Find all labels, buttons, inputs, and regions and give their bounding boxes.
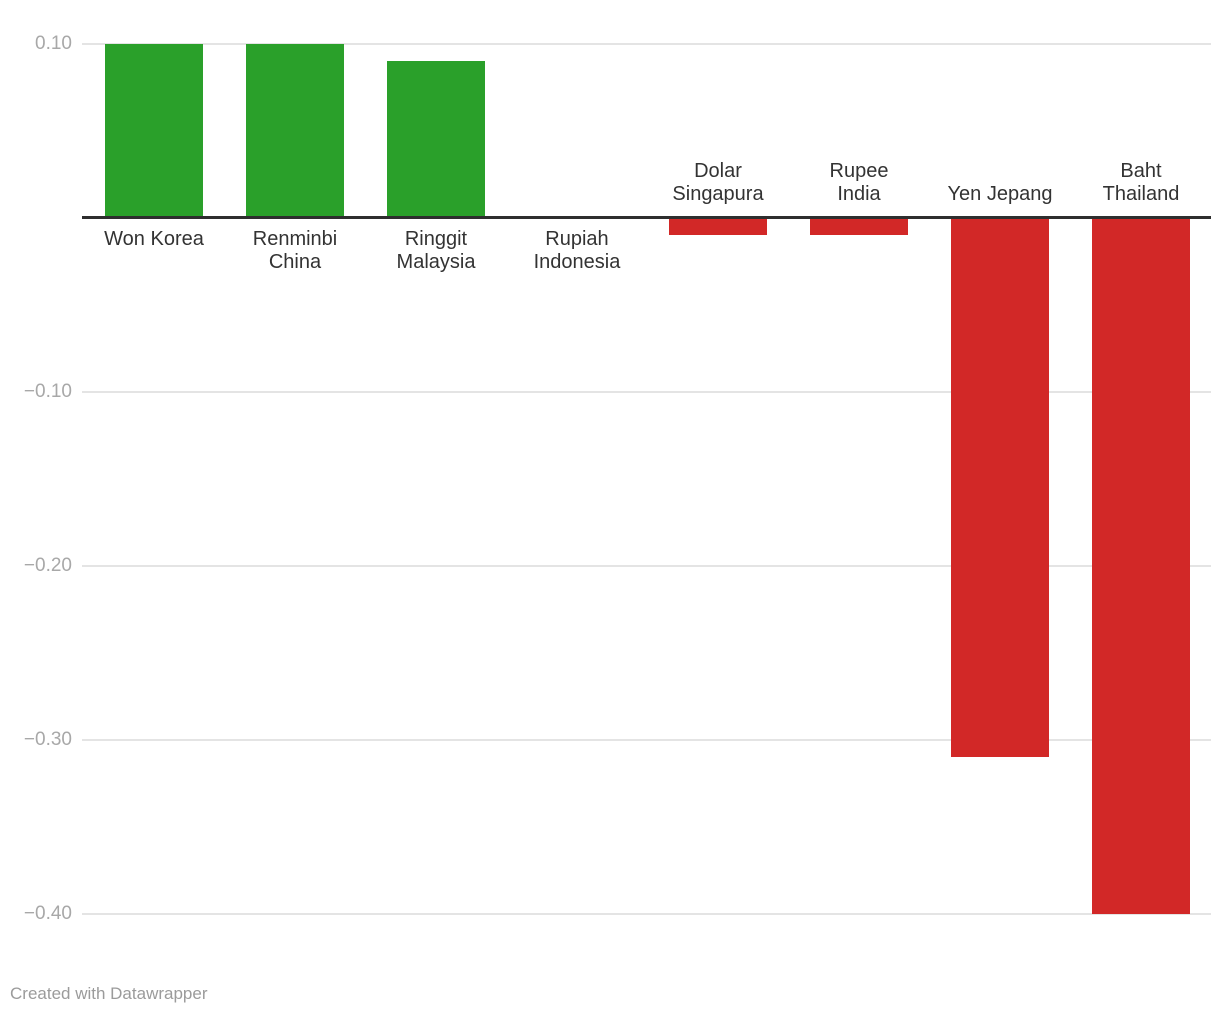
category-label-line: Ringgit — [404, 228, 468, 250]
bar-won-korea[interactable] — [105, 43, 203, 216]
bar-renminbi-china[interactable] — [246, 43, 344, 216]
category-label-baht-thailand: Baht Thailand — [1066, 160, 1216, 206]
category-label-line: Thailand — [1102, 183, 1180, 205]
category-label-renminbi-china: Renminbi China — [220, 228, 370, 274]
category-label-won-korea: Won Korea — [79, 228, 229, 251]
category-label-line: Yen Jepang — [947, 183, 1053, 205]
category-label-dolar-singapura: Dolar Singapura — [643, 160, 793, 206]
category-label-line: Dolar — [694, 160, 742, 182]
gridline--0-20 — [82, 564, 1211, 567]
category-label-line: Indonesia — [533, 251, 621, 273]
bar-rupee-india[interactable] — [810, 219, 908, 235]
category-label-line: Renminbi — [252, 228, 338, 250]
category-label-line: Rupee — [829, 160, 889, 182]
bar-dolar-singapura[interactable] — [669, 219, 767, 235]
y-tick-label--0-40: −0.40 — [23, 902, 72, 924]
gridline--0-10 — [82, 390, 1211, 393]
category-label-line: Malaysia — [396, 251, 476, 273]
y-tick-label--0-10: −0.10 — [23, 380, 72, 402]
y-tick-label-0-10: 0.10 — [35, 32, 72, 54]
gridline--0-30 — [82, 738, 1211, 741]
category-label-yen-jepang: Yen Jepang — [925, 183, 1075, 206]
zero-baseline — [82, 216, 1211, 219]
bar-baht-thailand[interactable] — [1092, 219, 1190, 914]
bar-yen-jepang[interactable] — [951, 219, 1049, 757]
category-label-line: Singapura — [672, 183, 764, 205]
category-label-rupee-india: Rupee India — [784, 160, 934, 206]
category-label-ringgit-malaysia: Ringgit Malaysia — [361, 228, 511, 274]
datawrapper-credit-link[interactable]: Created with Datawrapper — [10, 984, 208, 1003]
category-label-line: Won Korea — [104, 228, 204, 250]
bar-ringgit-malaysia[interactable] — [387, 60, 485, 216]
category-label-line: Rupiah — [545, 228, 609, 250]
category-label-line: China — [268, 251, 322, 273]
category-label-line: Baht — [1120, 160, 1162, 182]
gridline--0-40 — [82, 912, 1211, 915]
y-tick-label--0-20: −0.20 — [23, 554, 72, 576]
gridline-0-10 — [82, 42, 1211, 45]
category-label-line: India — [837, 183, 881, 205]
category-label-rupiah-indonesia: Rupiah Indonesia — [502, 228, 652, 274]
y-tick-label--0-30: −0.30 — [23, 728, 72, 750]
